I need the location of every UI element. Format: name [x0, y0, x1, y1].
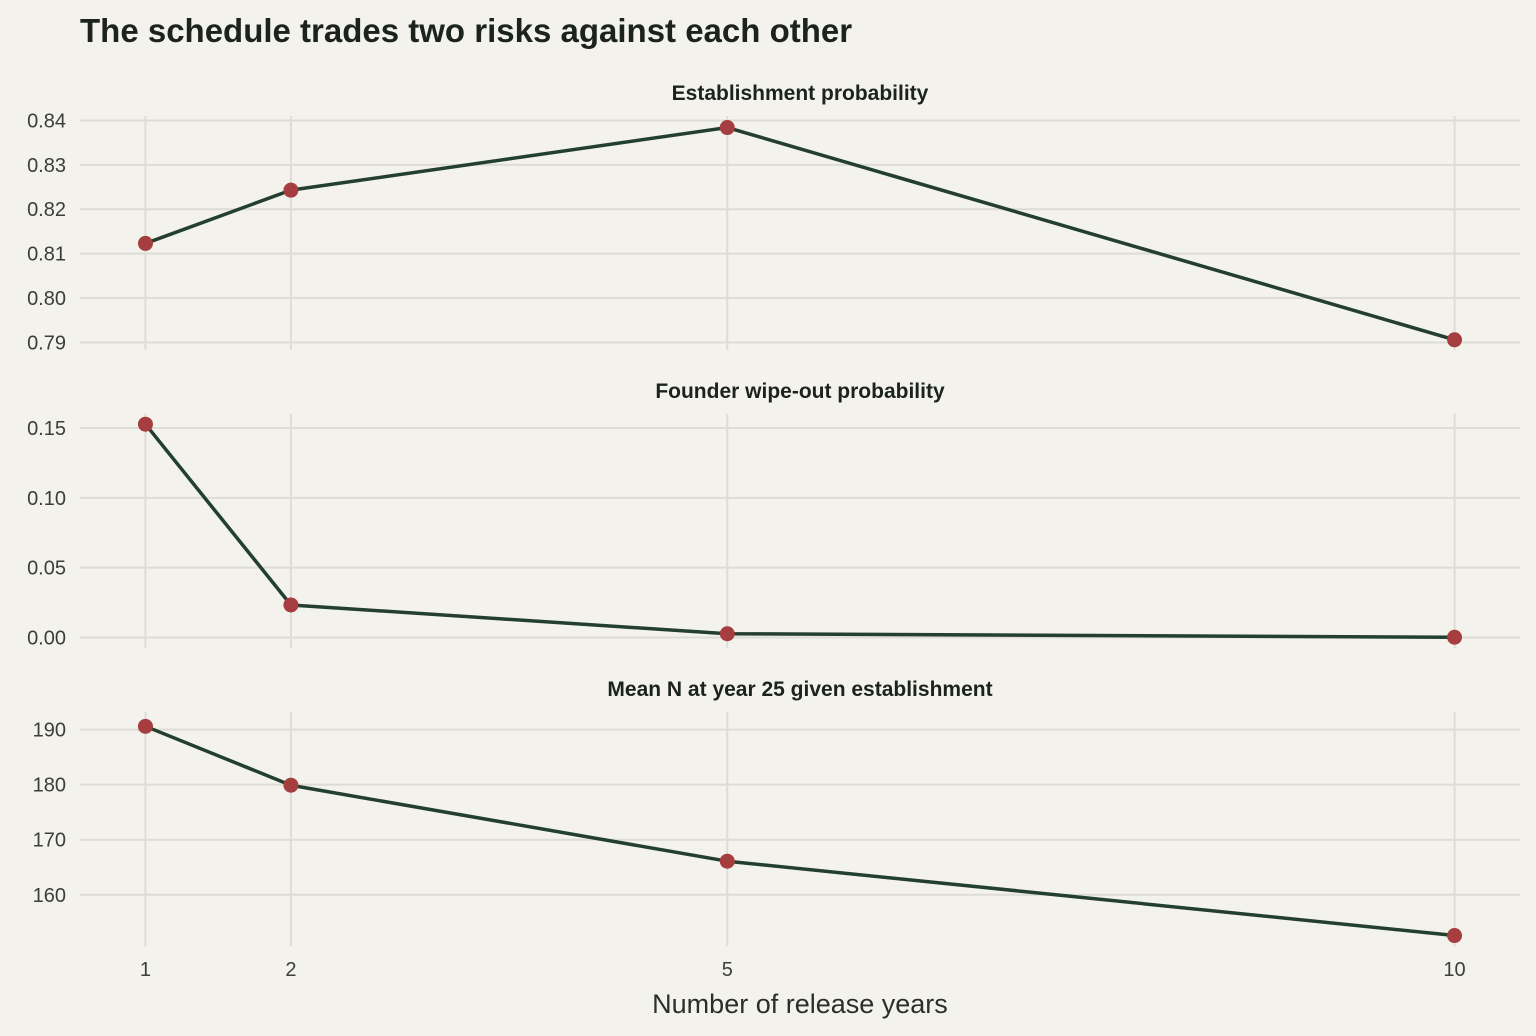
y-tick-label: 0.82	[27, 199, 66, 221]
data-point	[283, 597, 299, 613]
x-tick-label: 2	[285, 959, 296, 981]
x-axis-label: Number of release years	[652, 989, 948, 1019]
y-tick-label: 180	[33, 775, 66, 797]
panels-group: 0.79 0.80 0.81 0.82 0.83 0.84 Establishment pr…	[27, 82, 1520, 946]
y-tick-label: 0.05	[27, 558, 66, 580]
data-point	[283, 777, 299, 793]
data-point	[719, 853, 735, 869]
series-line	[144, 125, 1456, 342]
panel-title: Establishment probability	[672, 82, 929, 105]
y-tick-label: 0.81	[27, 244, 66, 266]
series-line	[144, 423, 1455, 639]
data-point	[719, 120, 735, 136]
y-tick-label: 0.00	[27, 628, 66, 650]
y-tick-label: 170	[33, 830, 66, 852]
chart-title: The schedule trades two risks against ea…	[80, 12, 852, 49]
data-point	[137, 235, 153, 251]
x-tick-label: 5	[722, 959, 733, 981]
y-tick-label: 0.10	[27, 488, 66, 510]
x-tick-label: 10	[1443, 959, 1465, 981]
data-point	[1447, 629, 1463, 645]
panel-title: Mean N at year 25 given establishment	[607, 678, 992, 701]
panel-1: 0.79 0.80 0.81 0.82 0.83 0.84 Establishment pr…	[27, 82, 1520, 354]
data-point	[137, 416, 153, 432]
y-tick-label: 0.80	[27, 288, 66, 310]
y-tick-label: 190	[33, 720, 66, 742]
y-tick-label: 0.84	[27, 110, 66, 132]
x-axis: 1 2 5 10	[140, 959, 1466, 981]
x-tick-label: 1	[140, 959, 151, 981]
panel-2: 0.00 0.05 0.10 0.15 Founder wipe-out probabi…	[27, 380, 1520, 650]
panel-title: Founder wipe-out probability	[655, 380, 945, 403]
panel-3: 160 170 180 190 Mean N at year 25 given esta…	[33, 678, 1520, 946]
y-tick-label: 0.79	[27, 332, 66, 354]
data-point	[1447, 332, 1463, 348]
y-tick-label: 0.15	[27, 418, 66, 440]
data-point	[137, 718, 153, 734]
data-point	[283, 182, 299, 198]
data-point	[1447, 928, 1463, 944]
series-line	[144, 724, 1455, 938]
data-point	[719, 626, 735, 642]
y-tick-label: 0.83	[27, 155, 66, 177]
y-tick-label: 160	[33, 885, 66, 907]
